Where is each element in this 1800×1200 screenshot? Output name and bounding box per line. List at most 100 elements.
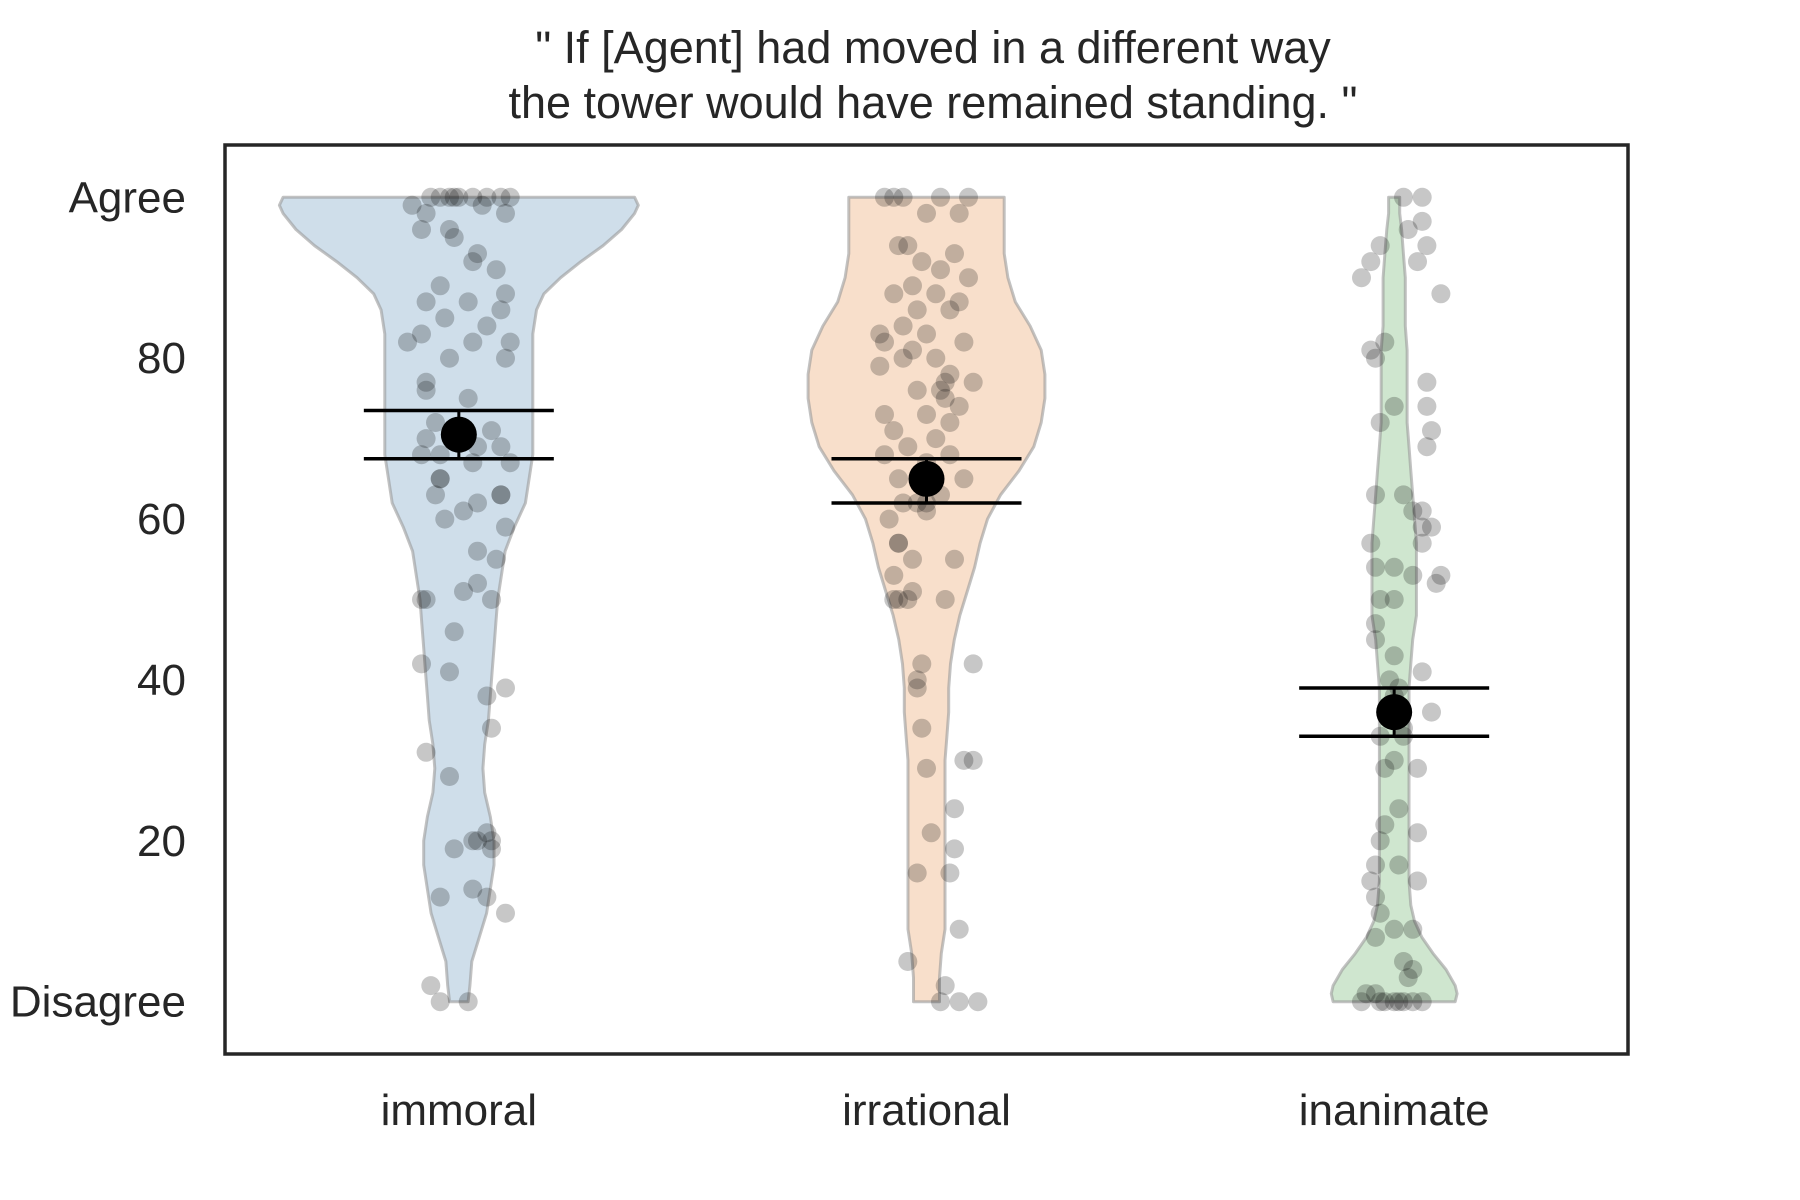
data-point-irrational <box>926 284 946 304</box>
data-point-irrational <box>875 405 894 424</box>
data-point-immoral <box>430 445 450 465</box>
data-point-irrational <box>884 565 904 585</box>
data-point-inanimate <box>1431 565 1451 585</box>
data-point-immoral <box>468 244 487 264</box>
data-point-immoral <box>440 220 459 239</box>
data-point-irrational <box>940 445 960 465</box>
data-point-immoral <box>430 469 450 489</box>
y-tick-label: 20 <box>137 817 186 866</box>
data-point-inanimate <box>1403 565 1423 585</box>
data-point-irrational <box>949 919 969 939</box>
data-point-immoral <box>482 839 501 859</box>
data-point-inanimate <box>1403 992 1423 1012</box>
data-point-inanimate <box>1356 984 1376 1004</box>
data-point-immoral <box>491 187 511 207</box>
data-point-irrational <box>935 372 955 392</box>
data-point-irrational <box>903 582 922 601</box>
data-point-immoral <box>440 767 459 786</box>
data-point-inanimate <box>1422 702 1441 722</box>
data-point-immoral <box>491 437 511 457</box>
y-tick-label: Disagree <box>10 978 186 1027</box>
data-point-irrational <box>949 396 969 416</box>
data-point-immoral <box>416 429 436 449</box>
data-point-inanimate <box>1417 372 1437 392</box>
data-point-immoral <box>435 509 455 529</box>
data-point-immoral <box>486 549 506 569</box>
data-point-immoral <box>430 276 450 296</box>
data-point-irrational <box>926 429 946 449</box>
data-point-irrational <box>875 187 894 207</box>
data-point-immoral <box>468 831 487 851</box>
y-tick-label: Agree <box>69 173 186 222</box>
x-axis-ticks: immoral irrational inanimate <box>381 1086 1490 1135</box>
data-point-inanimate <box>1394 952 1413 971</box>
data-point-irrational <box>884 421 904 441</box>
data-point-irrational <box>893 187 913 207</box>
data-point-immoral <box>496 678 515 698</box>
data-point-inanimate <box>1412 517 1432 537</box>
data-point-inanimate <box>1398 220 1418 239</box>
data-point-inanimate <box>1375 992 1395 1012</box>
data-point-irrational <box>963 654 983 674</box>
data-point-irrational <box>931 380 950 400</box>
data-point-irrational <box>917 405 936 424</box>
data-point-inanimate <box>1384 646 1404 666</box>
data-point-irrational <box>945 549 964 569</box>
data-point-irrational <box>870 356 890 376</box>
data-point-irrational <box>945 839 964 859</box>
data-point-inanimate <box>1384 919 1404 939</box>
data-point-irrational <box>898 590 918 609</box>
data-point-inanimate <box>1412 211 1432 231</box>
data-point-immoral <box>444 228 464 247</box>
data-point-immoral <box>412 324 431 344</box>
data-point-immoral <box>426 413 445 432</box>
x-tick-label-irrational: irrational <box>842 1086 1011 1135</box>
data-point-irrational <box>898 437 918 457</box>
data-point-immoral <box>444 839 464 859</box>
chart-title-line-2: the tower would have remained standing. … <box>509 77 1358 128</box>
data-point-immoral <box>477 316 497 336</box>
data-point-irrational <box>954 469 974 489</box>
data-point-immoral <box>468 541 487 561</box>
data-point-inanimate <box>1384 557 1404 577</box>
data-point-irrational <box>884 590 904 609</box>
data-point-immoral <box>468 493 487 513</box>
data-point-immoral <box>454 501 473 521</box>
data-point-immoral <box>449 187 469 207</box>
data-point-inanimate <box>1426 573 1446 593</box>
data-point-irrational <box>940 364 960 384</box>
data-point-irrational <box>968 992 988 1012</box>
data-point-immoral <box>491 300 511 320</box>
data-point-inanimate <box>1403 960 1423 979</box>
data-point-immoral <box>430 469 450 489</box>
data-point-inanimate <box>1389 799 1409 819</box>
data-point-immoral <box>412 590 431 609</box>
data-point-immoral <box>440 662 459 682</box>
data-point-immoral <box>500 187 520 207</box>
data-point-irrational <box>935 388 955 408</box>
data-point-inanimate <box>1366 984 1385 1004</box>
data-point-inanimate <box>1370 236 1390 256</box>
data-point-immoral <box>482 590 501 609</box>
data-point-immoral <box>477 187 497 207</box>
data-point-irrational <box>949 203 969 223</box>
data-point-immoral <box>412 445 431 465</box>
data-point-irrational <box>935 976 955 996</box>
data-point-immoral <box>416 372 436 392</box>
data-point-irrational <box>954 332 974 352</box>
data-point-immoral <box>416 292 436 312</box>
data-point-inanimate <box>1422 421 1441 441</box>
data-point-irrational <box>889 590 908 609</box>
data-point-inanimate <box>1375 815 1395 835</box>
data-point-inanimate <box>1384 396 1404 416</box>
data-point-inanimate <box>1394 485 1413 505</box>
data-point-irrational <box>931 187 950 207</box>
data-point-inanimate <box>1394 187 1413 207</box>
data-point-inanimate <box>1389 855 1409 875</box>
data-point-irrational <box>898 952 918 971</box>
data-point-irrational <box>926 348 946 368</box>
data-point-inanimate <box>1370 590 1390 609</box>
violin-irrational <box>806 195 1047 1004</box>
data-point-immoral <box>440 348 459 368</box>
data-point-inanimate <box>1375 332 1395 352</box>
